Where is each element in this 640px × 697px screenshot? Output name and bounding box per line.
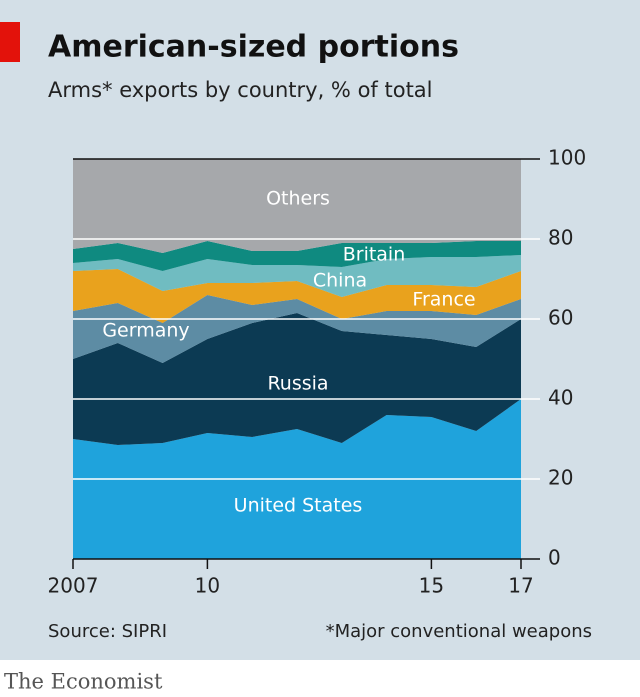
red-tag — [0, 22, 20, 62]
area — [73, 269, 521, 323]
series-label: Russia — [267, 373, 328, 395]
area — [73, 255, 521, 297]
x-tick-label: 10 — [195, 574, 220, 598]
area — [73, 295, 521, 363]
y-tick-label: 40 — [548, 386, 573, 410]
area — [73, 241, 521, 271]
x-tick-label: 15 — [419, 574, 444, 598]
area — [73, 313, 521, 445]
chart-title: American-sized portions — [48, 30, 459, 65]
x-tick-label: 2007 — [48, 574, 99, 598]
series-label: Germany — [102, 320, 189, 342]
brand: The Economist — [4, 670, 163, 694]
series-label: United States — [234, 495, 363, 517]
footnote: *Major conventional weapons — [326, 621, 592, 642]
y-tick-label: 0 — [548, 546, 561, 570]
y-tick-label: 80 — [548, 226, 573, 250]
y-tick-label: 60 — [548, 306, 573, 330]
series-label: France — [412, 289, 475, 311]
x-tick-label: 17 — [508, 574, 533, 598]
chart-subtitle: Arms* exports by country, % of total — [48, 78, 433, 102]
y-tick-label: 20 — [548, 466, 573, 490]
source: Source: SIPRI — [48, 621, 167, 642]
y-tick-label: 100 — [548, 146, 586, 170]
series-label: Others — [266, 188, 330, 210]
series-label: Britain — [343, 244, 406, 266]
series-label: China — [313, 270, 367, 292]
area — [73, 159, 521, 253]
